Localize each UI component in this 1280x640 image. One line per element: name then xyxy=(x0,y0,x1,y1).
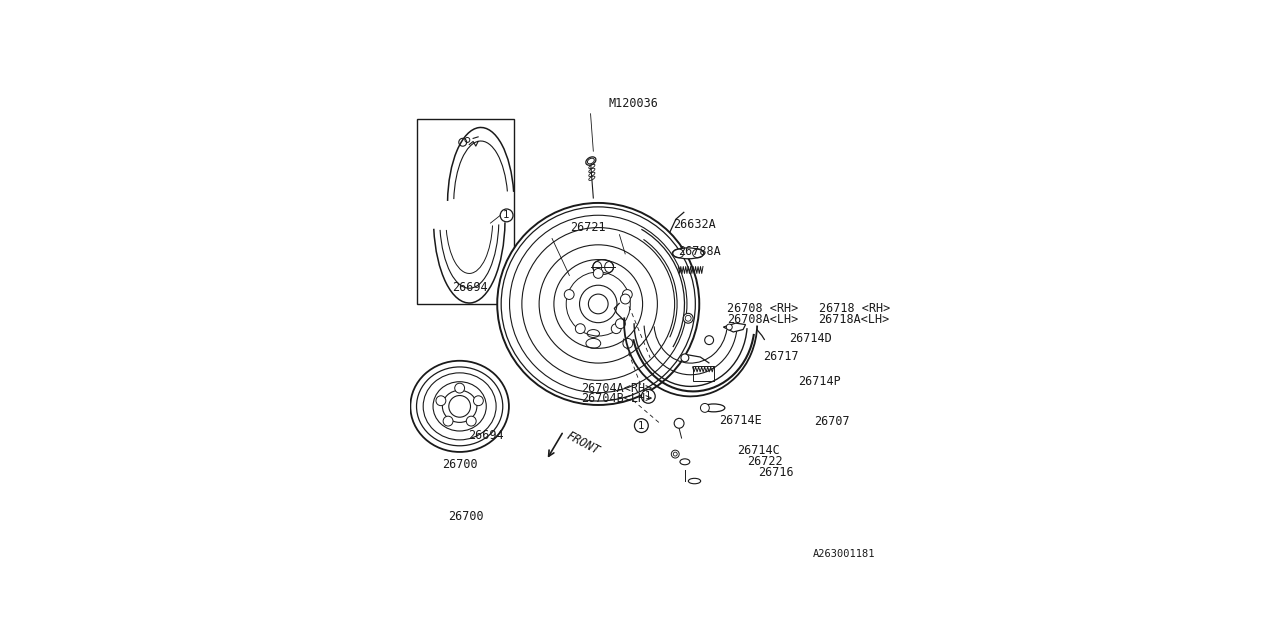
Text: 26716: 26716 xyxy=(759,466,794,479)
Circle shape xyxy=(622,289,632,300)
Circle shape xyxy=(684,314,692,323)
Circle shape xyxy=(449,396,471,417)
Text: 26708 <RH>: 26708 <RH> xyxy=(727,302,799,315)
Circle shape xyxy=(623,339,632,348)
Circle shape xyxy=(700,403,709,412)
Text: 26788A: 26788A xyxy=(678,245,721,259)
Text: 26632A: 26632A xyxy=(673,218,716,231)
Text: 1: 1 xyxy=(503,211,509,220)
Circle shape xyxy=(671,450,680,458)
Text: 26700: 26700 xyxy=(442,458,477,470)
Text: 26714E: 26714E xyxy=(719,414,762,428)
Circle shape xyxy=(576,324,585,333)
Polygon shape xyxy=(723,323,745,332)
Circle shape xyxy=(589,294,608,314)
Text: 26722: 26722 xyxy=(748,454,783,468)
Circle shape xyxy=(641,390,655,403)
Text: 26721: 26721 xyxy=(570,221,605,234)
Text: FRONT: FRONT xyxy=(563,429,602,458)
Ellipse shape xyxy=(680,459,690,465)
Circle shape xyxy=(466,416,476,426)
Bar xyxy=(416,119,513,304)
Circle shape xyxy=(681,354,689,362)
Text: 26708A<LH>: 26708A<LH> xyxy=(727,313,799,326)
Text: A263001181: A263001181 xyxy=(813,549,876,559)
Ellipse shape xyxy=(703,404,724,412)
Circle shape xyxy=(436,396,445,406)
Text: 26700: 26700 xyxy=(448,510,484,523)
Text: 26714P: 26714P xyxy=(797,375,841,388)
Text: 26718A<LH>: 26718A<LH> xyxy=(819,313,890,326)
Text: 26718 <RH>: 26718 <RH> xyxy=(819,302,890,315)
Circle shape xyxy=(675,419,684,428)
Circle shape xyxy=(500,209,513,222)
Circle shape xyxy=(443,416,453,426)
Circle shape xyxy=(705,336,713,344)
Circle shape xyxy=(497,203,699,405)
Circle shape xyxy=(474,396,484,406)
Circle shape xyxy=(594,268,603,278)
Bar xyxy=(692,366,714,381)
Text: 1: 1 xyxy=(637,420,645,431)
Text: 26707: 26707 xyxy=(814,415,850,428)
Text: 26694: 26694 xyxy=(453,280,488,294)
Text: 26704B<LH>: 26704B<LH> xyxy=(581,392,653,405)
Text: 26714D: 26714D xyxy=(788,332,832,346)
Text: 26717: 26717 xyxy=(763,350,799,364)
Circle shape xyxy=(635,419,648,433)
Text: M120036: M120036 xyxy=(609,97,659,111)
Circle shape xyxy=(621,294,630,304)
Ellipse shape xyxy=(672,248,704,259)
Ellipse shape xyxy=(411,361,509,452)
Circle shape xyxy=(454,383,465,393)
Ellipse shape xyxy=(689,478,700,484)
Circle shape xyxy=(612,324,621,333)
Text: 26694: 26694 xyxy=(468,429,504,442)
Text: 26714C: 26714C xyxy=(737,444,780,457)
Circle shape xyxy=(564,289,575,300)
Text: 26704A<RH>: 26704A<RH> xyxy=(581,381,653,395)
Circle shape xyxy=(726,324,732,330)
Text: 1: 1 xyxy=(645,391,652,401)
Circle shape xyxy=(616,319,626,328)
